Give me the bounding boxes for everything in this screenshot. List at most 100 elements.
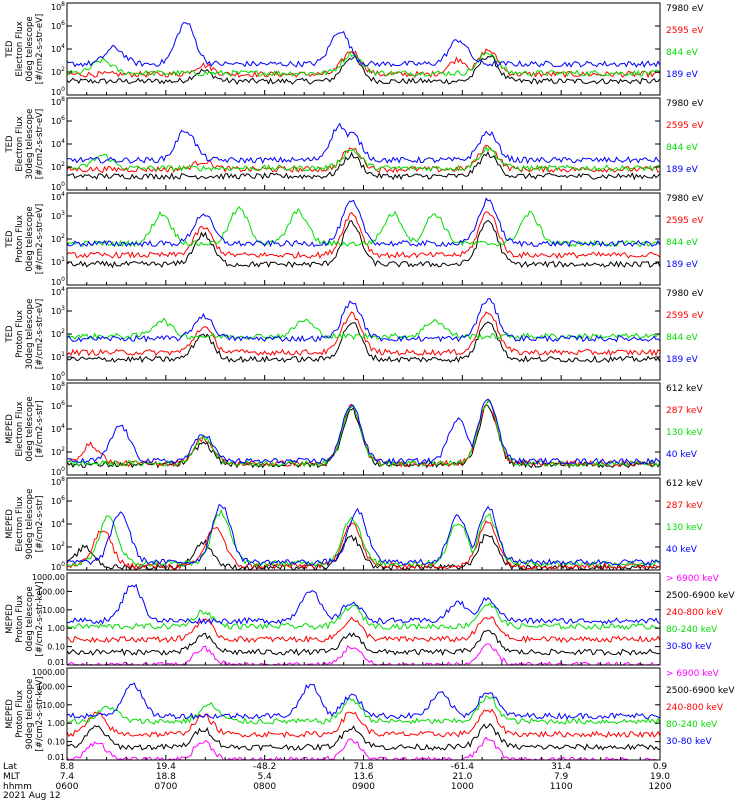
channel-label: 130 keV (666, 523, 703, 533)
y-tick-label: 106 (51, 20, 65, 31)
channel-label: 2595 eV (666, 216, 704, 226)
x-tick-label: 5.4 (257, 772, 272, 782)
series-trace-6-4 (66, 503, 661, 567)
y-axis-label-line: TED (5, 325, 15, 344)
x-tick-label: 0800 (253, 782, 276, 792)
y-tick-label: 102 (51, 233, 65, 244)
y-axis-label-line: [#/cm2-s-str] (35, 401, 45, 458)
x-tick-label: 1000 (451, 782, 474, 792)
series-trace-6-3 (66, 508, 661, 568)
y-tick-label: 102 (51, 161, 65, 172)
y-axis-label-line: [#/cm2-s-str-eV] (35, 204, 45, 274)
series-trace-5-3 (66, 399, 661, 468)
y-axis-label-line: [#/cm2-s-str] (35, 496, 45, 553)
x-tick-label: 31.4 (551, 762, 571, 772)
x-row-label: MLT (3, 772, 21, 782)
channel-label: 844 eV (666, 238, 699, 248)
x-tick-label: 19.4 (156, 762, 176, 772)
series-trace-3-1 (66, 219, 661, 269)
y-tick-label: 104 (51, 286, 65, 297)
y-tick-label: 102 (51, 541, 65, 552)
y-tick-label: 104 (51, 43, 65, 54)
y-axis-label-line: [#/cm2-s-str-eV] (35, 14, 45, 84)
channel-label: 844 eV (666, 48, 699, 58)
y-tick-label: 1.00 (47, 624, 65, 633)
x-tick-label: -48.2 (253, 762, 276, 772)
x-tick-label: 0.9 (653, 762, 668, 772)
y-axis-label-line: TED (5, 40, 15, 59)
y-axis-label-line: Proton Flux (15, 595, 25, 643)
panel-frame (66, 667, 661, 761)
y-axis-label-line: [#/cm2-s-str-eV] (35, 299, 45, 369)
x-tick-label: 71.8 (353, 762, 373, 772)
series-trace-8-4 (66, 694, 661, 726)
y-tick-label: 104 (51, 518, 65, 529)
y-axis-label-line: 0deg telescope (25, 206, 35, 271)
panel-frame (66, 97, 661, 191)
y-tick-label: 100.00 (37, 682, 65, 691)
y-axis-label-line: 30deg telescope (25, 109, 35, 180)
y-axis-label-line: MEPED (5, 414, 15, 444)
x-tick-label: 0700 (154, 782, 177, 792)
channel-label: 189 eV (666, 165, 699, 175)
y-tick-label: 100 (51, 181, 65, 192)
y-tick-label: 104 (51, 423, 65, 434)
channel-label: 612 keV (666, 479, 703, 489)
y-axis-label-line: Electron Flux (15, 21, 25, 76)
flux-panel-3: 100 101 102 103 104 TED Proton Flux 0deg telesc… (5, 191, 704, 287)
flux-panel-2: 100 102 104 106 108 TED Electron Flux 30deg tel… (5, 96, 704, 192)
x-tick-label: 8.8 (60, 762, 75, 772)
y-tick-label: 101 (51, 351, 65, 362)
y-tick-label: 100 (51, 276, 65, 287)
panel-frame (66, 2, 661, 96)
series-trace-3-2 (66, 211, 661, 259)
y-axis-label-line: Proton Flux (15, 310, 25, 358)
series-trace-5-4 (66, 398, 661, 466)
series-trace-8-3 (66, 708, 661, 739)
series-trace-4-4 (66, 298, 661, 343)
channel-label: 40 keV (666, 450, 698, 460)
y-axis-label-line: 0deg telescope (25, 396, 35, 461)
y-axis-label: MEPED Proton Flux 0deg telescope [#/cm2-s-s… (5, 582, 45, 657)
y-axis-label-line: [#/cm2-s-str-eV] (35, 109, 45, 179)
channel-label: 80-240 keV (666, 720, 718, 730)
channel-label: 189 eV (666, 70, 699, 80)
channel-label: > 6900 keV (666, 669, 720, 679)
flux-panel-1: 100 102 104 106 108 TED Electron Flux 0deg tele… (5, 1, 704, 97)
y-axis-label-line: 90deg telescope (25, 679, 35, 750)
x-tick-label: 7.9 (554, 772, 569, 782)
y-tick-label: 103 (51, 305, 65, 316)
date-label: 2021 Aug 12 (3, 791, 61, 800)
y-tick-label: 1000.00 (32, 668, 65, 677)
series-trace-7-5 (66, 583, 661, 625)
y-axis-label-line: MEPED (5, 604, 15, 634)
channel-label: 30-80 keV (666, 737, 712, 747)
y-axis-label: TED Proton Flux 0deg telescope [#/cm2-s-str… (5, 204, 45, 274)
channel-label: 612 keV (666, 384, 703, 394)
y-axis-label-line: Proton Flux (15, 215, 25, 263)
y-axis-label-line: Electron Flux (15, 116, 25, 171)
channel-label: 2595 eV (666, 26, 704, 36)
panel-frame (66, 477, 661, 571)
y-axis-label: MEPED Electron Flux 0deg telescope [#/cm2-s… (5, 396, 45, 461)
y-tick-label: 104 (51, 138, 65, 149)
y-axis-label-line: Electron Flux (15, 496, 25, 551)
series-trace-8-5 (66, 682, 661, 720)
panel-frame (66, 192, 661, 286)
series-trace-2-4 (66, 122, 661, 165)
x-tick-label: 18.8 (156, 772, 176, 782)
channel-label: 287 keV (666, 406, 703, 416)
series-trace-2-1 (66, 151, 661, 181)
y-tick-label: 108 (51, 381, 65, 392)
y-tick-label: 100 (51, 466, 65, 477)
x-row-label: hhmm (3, 782, 32, 792)
series-trace-1-3 (66, 50, 661, 77)
y-axis-label: MEPED Electron Flux 90deg telescope [#/cm2-… (5, 489, 45, 560)
y-tick-label: 108 (51, 476, 65, 487)
y-axis-label-line: 90deg telescope (25, 489, 35, 560)
y-tick-label: 100.00 (37, 587, 65, 596)
channel-label: 40 keV (666, 545, 698, 555)
flux-panel-5: 100 102 104 106 108 MEPED Electron Flux 0deg te… (5, 381, 703, 477)
channel-label: 7980 eV (666, 194, 704, 204)
